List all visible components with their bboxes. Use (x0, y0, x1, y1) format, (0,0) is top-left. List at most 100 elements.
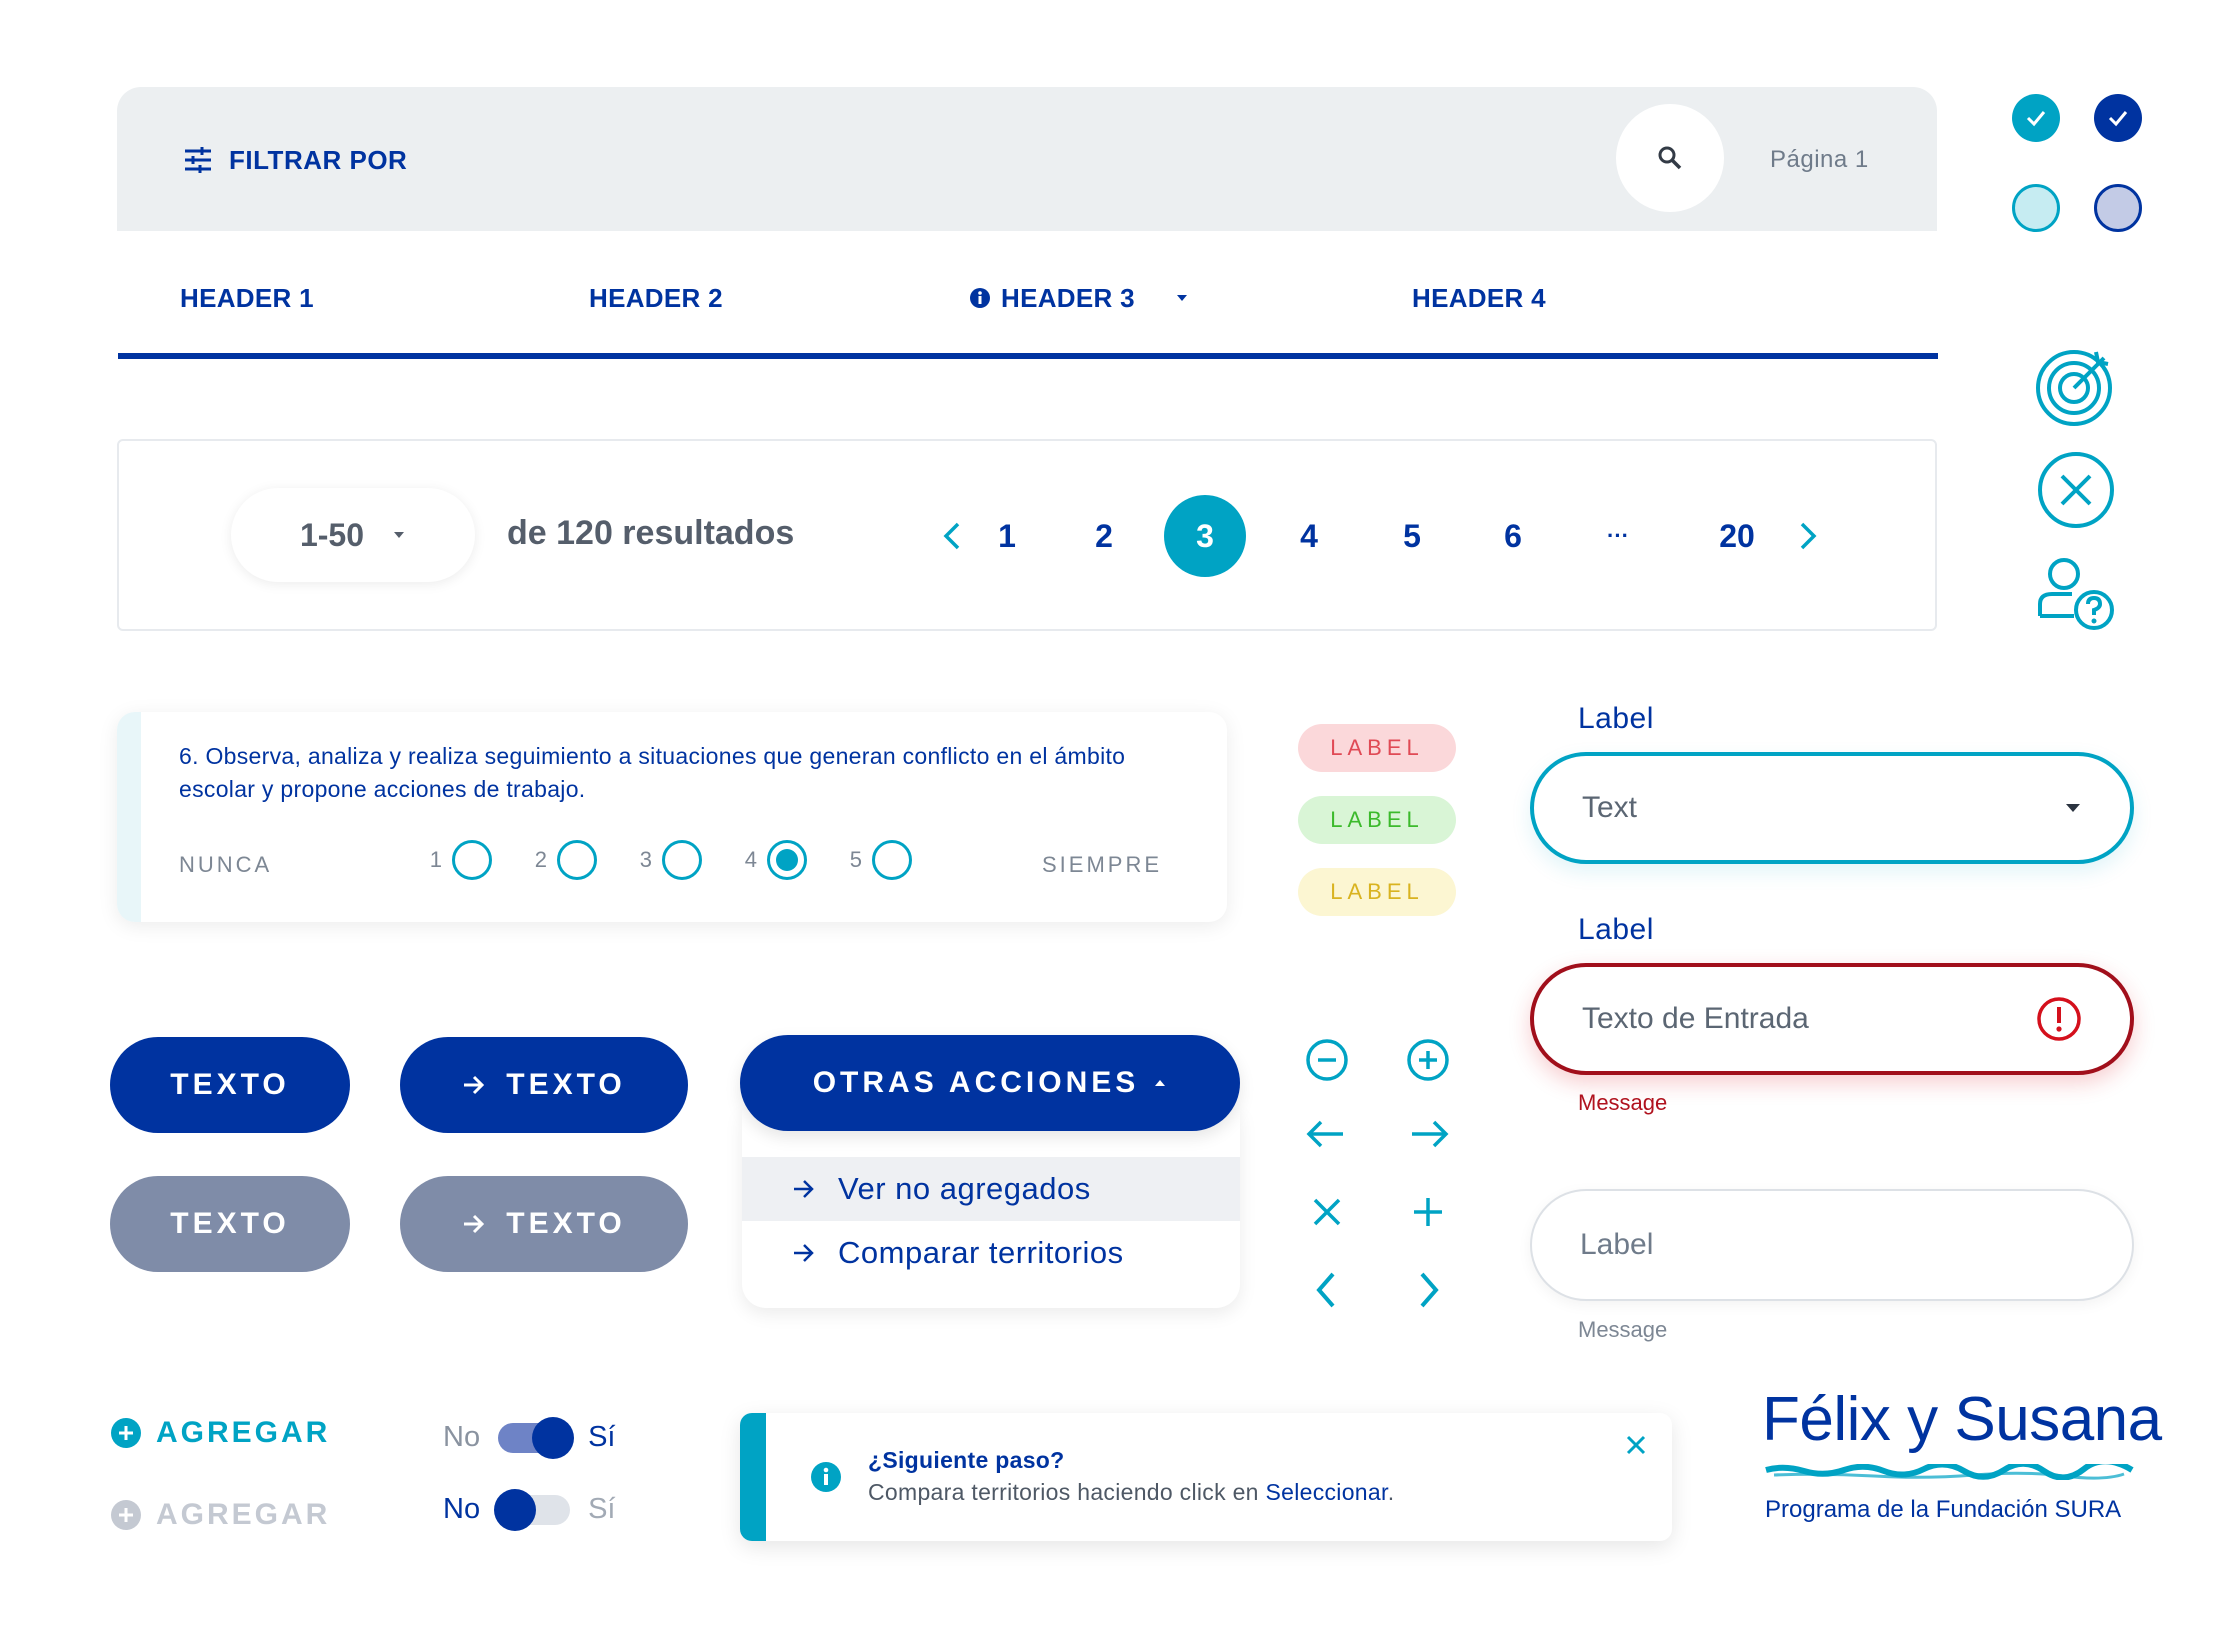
button-label: TEXTO (506, 1068, 626, 1101)
toggle-switch[interactable] (498, 1416, 575, 1459)
user-question-icon (2038, 558, 2114, 630)
search-icon (1658, 146, 1682, 170)
radio-button[interactable] (557, 840, 597, 880)
page-indicator: Página 1 (1770, 146, 1869, 173)
survey-question-card: 6. Observa, analiza y realiza seguimient… (117, 712, 1227, 922)
notification-title: ¿Siguiente paso? (868, 1447, 1065, 1473)
menu-item-comparar-territorios[interactable]: Comparar territorios (742, 1221, 1240, 1285)
page-3-current[interactable]: 3 (1164, 495, 1246, 577)
dropdown-button[interactable]: OTRAS ACCIONES (740, 1035, 1240, 1131)
error-input-value: Texto de Entrada (1582, 1002, 1809, 1035)
plus-circle-filled-icon (111, 1500, 141, 1530)
brand-logo-subtitle: Programa de la Fundación SURA (1765, 1496, 2122, 1523)
empty-circle-primary[interactable] (2094, 184, 2142, 232)
error-input-field[interactable]: Texto de Entrada (1530, 963, 2134, 1075)
scale-option-1[interactable]: 1 (422, 840, 492, 880)
arrow-right-icon (464, 1075, 485, 1095)
menu-item-label: Ver no agregados (838, 1171, 1091, 1206)
scale-option-3[interactable]: 3 (632, 840, 702, 880)
close-icon[interactable] (1624, 1433, 1648, 1457)
toggle-on-label: Sí (588, 1421, 616, 1453)
add-button[interactable]: AGREGAR (110, 1416, 330, 1450)
primary-arrow-button[interactable]: TEXTO (400, 1037, 688, 1133)
chevron-right-icon[interactable] (1400, 1262, 1456, 1318)
page-size-value: 1-50 (299, 516, 365, 553)
header-1-label: HEADER 1 (180, 282, 314, 313)
page-6[interactable]: 6 (1504, 517, 1522, 554)
select-label: Label (1578, 702, 1654, 735)
results-count: de 120 resultados (507, 514, 795, 552)
page-size-select[interactable]: 1-50 (231, 488, 475, 582)
page-2[interactable]: 2 (1095, 517, 1113, 554)
arrow-left-icon[interactable] (1299, 1106, 1355, 1162)
sliders-icon (185, 147, 211, 173)
disabled-button[interactable]: TEXTO (110, 1176, 350, 1272)
disabled-arrow-button[interactable]: TEXTO (400, 1176, 688, 1272)
info-icon[interactable] (969, 287, 991, 309)
tag-red: LABEL (1298, 724, 1456, 772)
scale-option-4[interactable]: 4 (737, 840, 807, 880)
sort-down-icon[interactable] (1175, 293, 1189, 303)
add-button-disabled[interactable]: AGREGAR (110, 1498, 330, 1532)
radio-button[interactable] (662, 840, 702, 880)
menu-item-ver-no-agregados[interactable]: Ver no agregados (742, 1157, 1240, 1221)
plus-circle-filled-icon (111, 1418, 141, 1448)
target-icon (2036, 350, 2112, 426)
toggle-knob (532, 1416, 575, 1459)
scale-option-5[interactable]: 5 (842, 840, 912, 880)
page-4[interactable]: 4 (1300, 517, 1318, 554)
toggle-on[interactable]: No Sí (443, 1416, 616, 1459)
button-label: TEXTO (506, 1207, 626, 1240)
header-1[interactable]: HEADER 1 (180, 280, 314, 316)
header-4[interactable]: HEADER 4 (1412, 280, 1546, 316)
brand-wave-stroke (1765, 1464, 2134, 1480)
check-circle-accent[interactable] (2012, 94, 2060, 142)
page-1[interactable]: 1 (998, 517, 1016, 554)
plus-circle-icon[interactable] (1400, 1032, 1456, 1088)
toggle-switch[interactable] (494, 1488, 571, 1531)
radio-button[interactable] (872, 840, 912, 880)
brand-logo-name: Félix y Susana (1762, 1385, 2162, 1454)
toggle-on-label: Sí (588, 1493, 616, 1525)
page-20[interactable]: 20 (1719, 517, 1755, 554)
button-label: TEXTO (170, 1068, 290, 1101)
toggle-off[interactable]: No Sí (443, 1488, 616, 1531)
arrow-right-icon[interactable] (1400, 1106, 1456, 1162)
primary-button[interactable]: TEXTO (110, 1037, 350, 1133)
info-icon (811, 1462, 841, 1492)
close-icon[interactable] (1299, 1184, 1355, 1240)
tag-green: LABEL (1298, 796, 1456, 844)
alert-circle-icon (2037, 997, 2081, 1041)
toggle-off-label: No (443, 1493, 481, 1525)
header-2-label: HEADER 2 (589, 282, 723, 313)
search-button[interactable] (1616, 104, 1724, 212)
radio-button[interactable] (452, 840, 492, 880)
header-3[interactable]: HEADER 3 (969, 280, 1135, 316)
radio-button-selected[interactable] (767, 840, 807, 880)
scale-max-label: SIEMPRE (1042, 852, 1163, 877)
close-circle-icon[interactable] (2036, 450, 2116, 530)
check-circle-primary[interactable] (2094, 94, 2142, 142)
option-number: 4 (744, 847, 757, 872)
chevron-right-icon[interactable] (1796, 521, 1820, 551)
chevron-left-icon[interactable] (940, 521, 964, 551)
page-ellipsis: ··· (1607, 523, 1629, 548)
plus-icon[interactable] (1400, 1184, 1456, 1240)
notification-link[interactable]: Seleccionar (1265, 1479, 1388, 1505)
header-2[interactable]: HEADER 2 (589, 280, 723, 316)
header-3-label: HEADER 3 (1001, 282, 1135, 313)
scale-option-2[interactable]: 2 (527, 840, 597, 880)
minus-circle-icon[interactable] (1299, 1032, 1355, 1088)
caret-up-icon (1155, 1080, 1166, 1086)
chevron-left-icon[interactable] (1299, 1262, 1355, 1318)
filter-button[interactable]: FILTRAR POR (183, 142, 407, 178)
header-4-label: HEADER 4 (1412, 282, 1546, 313)
error-message: Message (1578, 1090, 1668, 1115)
input-placeholder: Label (1580, 1228, 1654, 1261)
text-input-field[interactable]: Label (1530, 1189, 2134, 1301)
page-5[interactable]: 5 (1403, 517, 1421, 554)
dropdown-label: OTRAS ACCIONES (812, 1066, 1140, 1099)
add-label: AGREGAR (156, 1416, 331, 1449)
select-field[interactable]: Text (1530, 752, 2134, 864)
empty-circle-accent[interactable] (2012, 184, 2060, 232)
